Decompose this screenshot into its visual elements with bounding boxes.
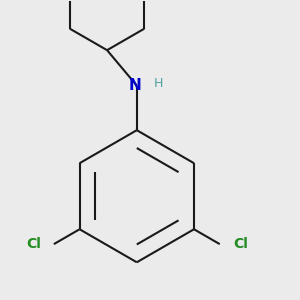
Text: H: H	[154, 77, 163, 91]
Text: N: N	[129, 78, 142, 93]
Text: Cl: Cl	[233, 237, 248, 251]
Text: Cl: Cl	[26, 237, 40, 251]
